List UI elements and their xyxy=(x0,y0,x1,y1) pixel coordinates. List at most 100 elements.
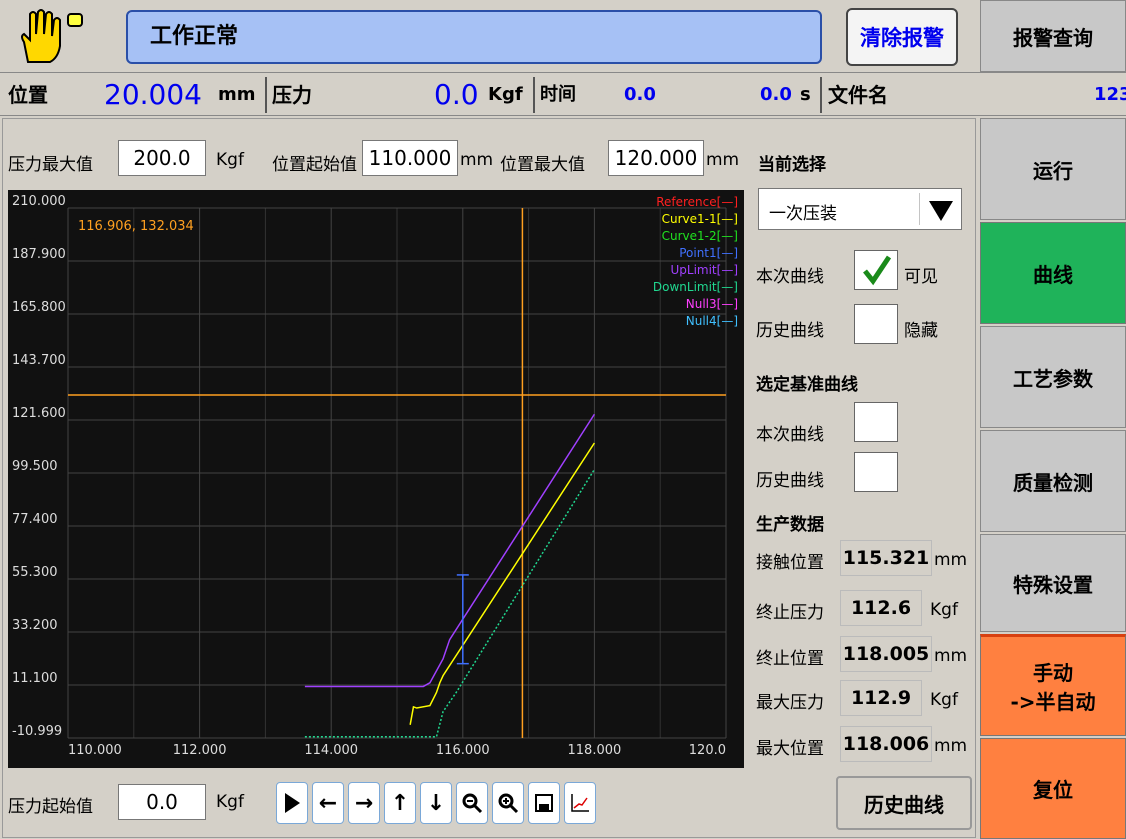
pressure-label: 压力 xyxy=(272,83,312,107)
this-curve-label: 本次曲线 xyxy=(756,267,824,287)
pan-right-button[interactable]: → xyxy=(348,782,380,824)
contact-pos-unit: mm xyxy=(934,550,968,570)
hidden-label: 隐藏 xyxy=(904,321,938,341)
max-pos-value: 118.006 xyxy=(840,726,932,762)
ref-history-curve-label: 历史曲线 xyxy=(756,471,824,491)
y-tick-label: 210.000 xyxy=(12,194,66,209)
max-pos-label: 最大位置 xyxy=(756,739,824,759)
pos-max-input[interactable]: 120.000 xyxy=(608,140,704,176)
legend-entry: Curve1-1[—] xyxy=(662,212,738,226)
play-button[interactable] xyxy=(276,782,308,824)
manual-label: 手动 xyxy=(1033,661,1073,685)
series-line xyxy=(304,413,596,688)
select-ref-curve-label: 选定基准曲线 xyxy=(756,375,858,395)
legend-entry: UpLimit[—] xyxy=(670,263,738,277)
arrow-up-icon: ↑ xyxy=(390,790,410,816)
y-tick-label: 187.900 xyxy=(12,247,66,262)
series-line xyxy=(304,469,596,738)
position-label: 位置 xyxy=(8,83,48,107)
pressure-max-input[interactable]: 200.0 xyxy=(118,140,206,176)
position-value: 20.004 xyxy=(104,78,202,111)
alarm-query-button[interactable]: 报警查询 xyxy=(980,0,1126,72)
divider xyxy=(533,77,535,113)
end-pos-unit: mm xyxy=(934,646,968,666)
filename-value: 123 xyxy=(1094,84,1126,105)
pressure-start-unit: Kgf xyxy=(216,792,244,812)
series-line xyxy=(409,442,596,725)
divider xyxy=(265,77,267,113)
history-curve-button[interactable]: 历史曲线 xyxy=(836,776,972,830)
legend-entry: Point1[—] xyxy=(679,246,738,260)
special-settings-button[interactable]: 特殊设置 xyxy=(980,534,1126,632)
y-tick-label: 55.300 xyxy=(12,565,58,580)
chevron-down-icon xyxy=(919,193,953,225)
quality-check-button[interactable]: 质量检测 xyxy=(980,430,1126,532)
max-pos-unit: mm xyxy=(934,736,968,756)
time-unit: s xyxy=(800,84,811,105)
play-icon xyxy=(285,793,300,813)
time-label: 时间 xyxy=(540,84,576,105)
cursor-readout: 116.906, 132.034 xyxy=(78,219,194,234)
y-tick-label: 121.600 xyxy=(12,406,66,421)
run-button[interactable]: 运行 xyxy=(980,118,1126,220)
legend-entry: Null3[—] xyxy=(686,297,738,311)
contact-pos-value: 115.321 xyxy=(840,540,932,576)
contact-pos-label: 接触位置 xyxy=(756,553,824,573)
top-bar: 工作正常 清除报警 报警查询 xyxy=(0,0,1126,72)
clear-alarm-button[interactable]: 清除报警 xyxy=(846,8,958,66)
y-tick-label: 165.800 xyxy=(12,300,66,315)
max-pressure-unit: Kgf xyxy=(930,690,958,710)
pressure-position-chart[interactable]: 110.000 112.000 114.000 116.000 118.000 120.0… xyxy=(8,190,744,768)
zoom-in-icon xyxy=(498,793,519,814)
semi-auto-label: ->半自动 xyxy=(1010,690,1096,714)
pan-left-button[interactable]: ← xyxy=(312,782,344,824)
divider xyxy=(820,77,822,113)
history-curve-hidden-checkbox[interactable] xyxy=(854,304,898,344)
ref-this-curve-label: 本次曲线 xyxy=(756,425,824,445)
ref-history-curve-checkbox[interactable] xyxy=(854,452,898,492)
save-button[interactable] xyxy=(528,782,560,824)
process-params-button[interactable]: 工艺参数 xyxy=(980,326,1126,428)
x-tick-label: 116.000 xyxy=(436,743,490,758)
dropdown-value: 一次压装 xyxy=(769,204,837,224)
curve-button[interactable]: 曲线 xyxy=(980,222,1126,324)
chart-view-button[interactable] xyxy=(564,782,596,824)
end-pos-value: 118.005 xyxy=(840,636,932,672)
pressure-unit: Kgf xyxy=(488,84,523,105)
pos-start-input[interactable]: 110.000 xyxy=(362,140,458,176)
info-row: 位置 20.004 mm 压力 0.0 Kgf 时间 0.0 0.0 s 文件名… xyxy=(0,72,1126,116)
x-tick-label: 112.000 xyxy=(173,743,227,758)
reset-button[interactable]: 复位 xyxy=(980,738,1126,839)
pressure-max-label: 压力最大值 xyxy=(8,155,93,175)
pan-down-button[interactable]: ↓ xyxy=(420,782,452,824)
save-icon xyxy=(535,794,553,812)
zoom-out-icon xyxy=(462,793,483,814)
x-tick-label: 114.000 xyxy=(304,743,358,758)
x-tick-label: 110.000 xyxy=(68,743,122,758)
chart-icon xyxy=(571,794,589,812)
x-tick-label: 120.0 xyxy=(689,743,726,758)
end-pressure-label: 终止压力 xyxy=(756,603,824,623)
this-curve-visible-checkbox[interactable] xyxy=(854,250,898,290)
zoom-in-button[interactable] xyxy=(492,782,524,824)
pos-start-label: 位置起始值 xyxy=(272,155,357,175)
arrow-right-icon: → xyxy=(354,790,374,816)
manual-semi-auto-button[interactable]: 手动 ->半自动 xyxy=(980,634,1126,736)
position-unit: mm xyxy=(218,84,256,105)
time-value-1: 0.0 xyxy=(624,84,656,105)
arrow-left-icon: ← xyxy=(318,790,338,816)
process-dropdown[interactable]: 一次压装 xyxy=(758,188,962,230)
legend-entry: Curve1-2[—] xyxy=(662,229,738,243)
pos-max-label: 位置最大值 xyxy=(500,155,585,175)
max-pressure-label: 最大压力 xyxy=(756,693,824,713)
ref-this-curve-checkbox[interactable] xyxy=(854,402,898,442)
filename-label: 文件名 xyxy=(828,83,888,107)
y-tick-label: -10.999 xyxy=(12,724,62,739)
pressure-value: 0.0 xyxy=(434,78,479,111)
end-pressure-value: 112.6 xyxy=(840,590,922,626)
legend-entry: Null4[—] xyxy=(686,314,738,328)
pressure-start-input[interactable]: 0.0 xyxy=(118,784,206,820)
zoom-out-button[interactable] xyxy=(456,782,488,824)
pan-up-button[interactable]: ↑ xyxy=(384,782,416,824)
max-pressure-value: 112.9 xyxy=(840,680,922,716)
